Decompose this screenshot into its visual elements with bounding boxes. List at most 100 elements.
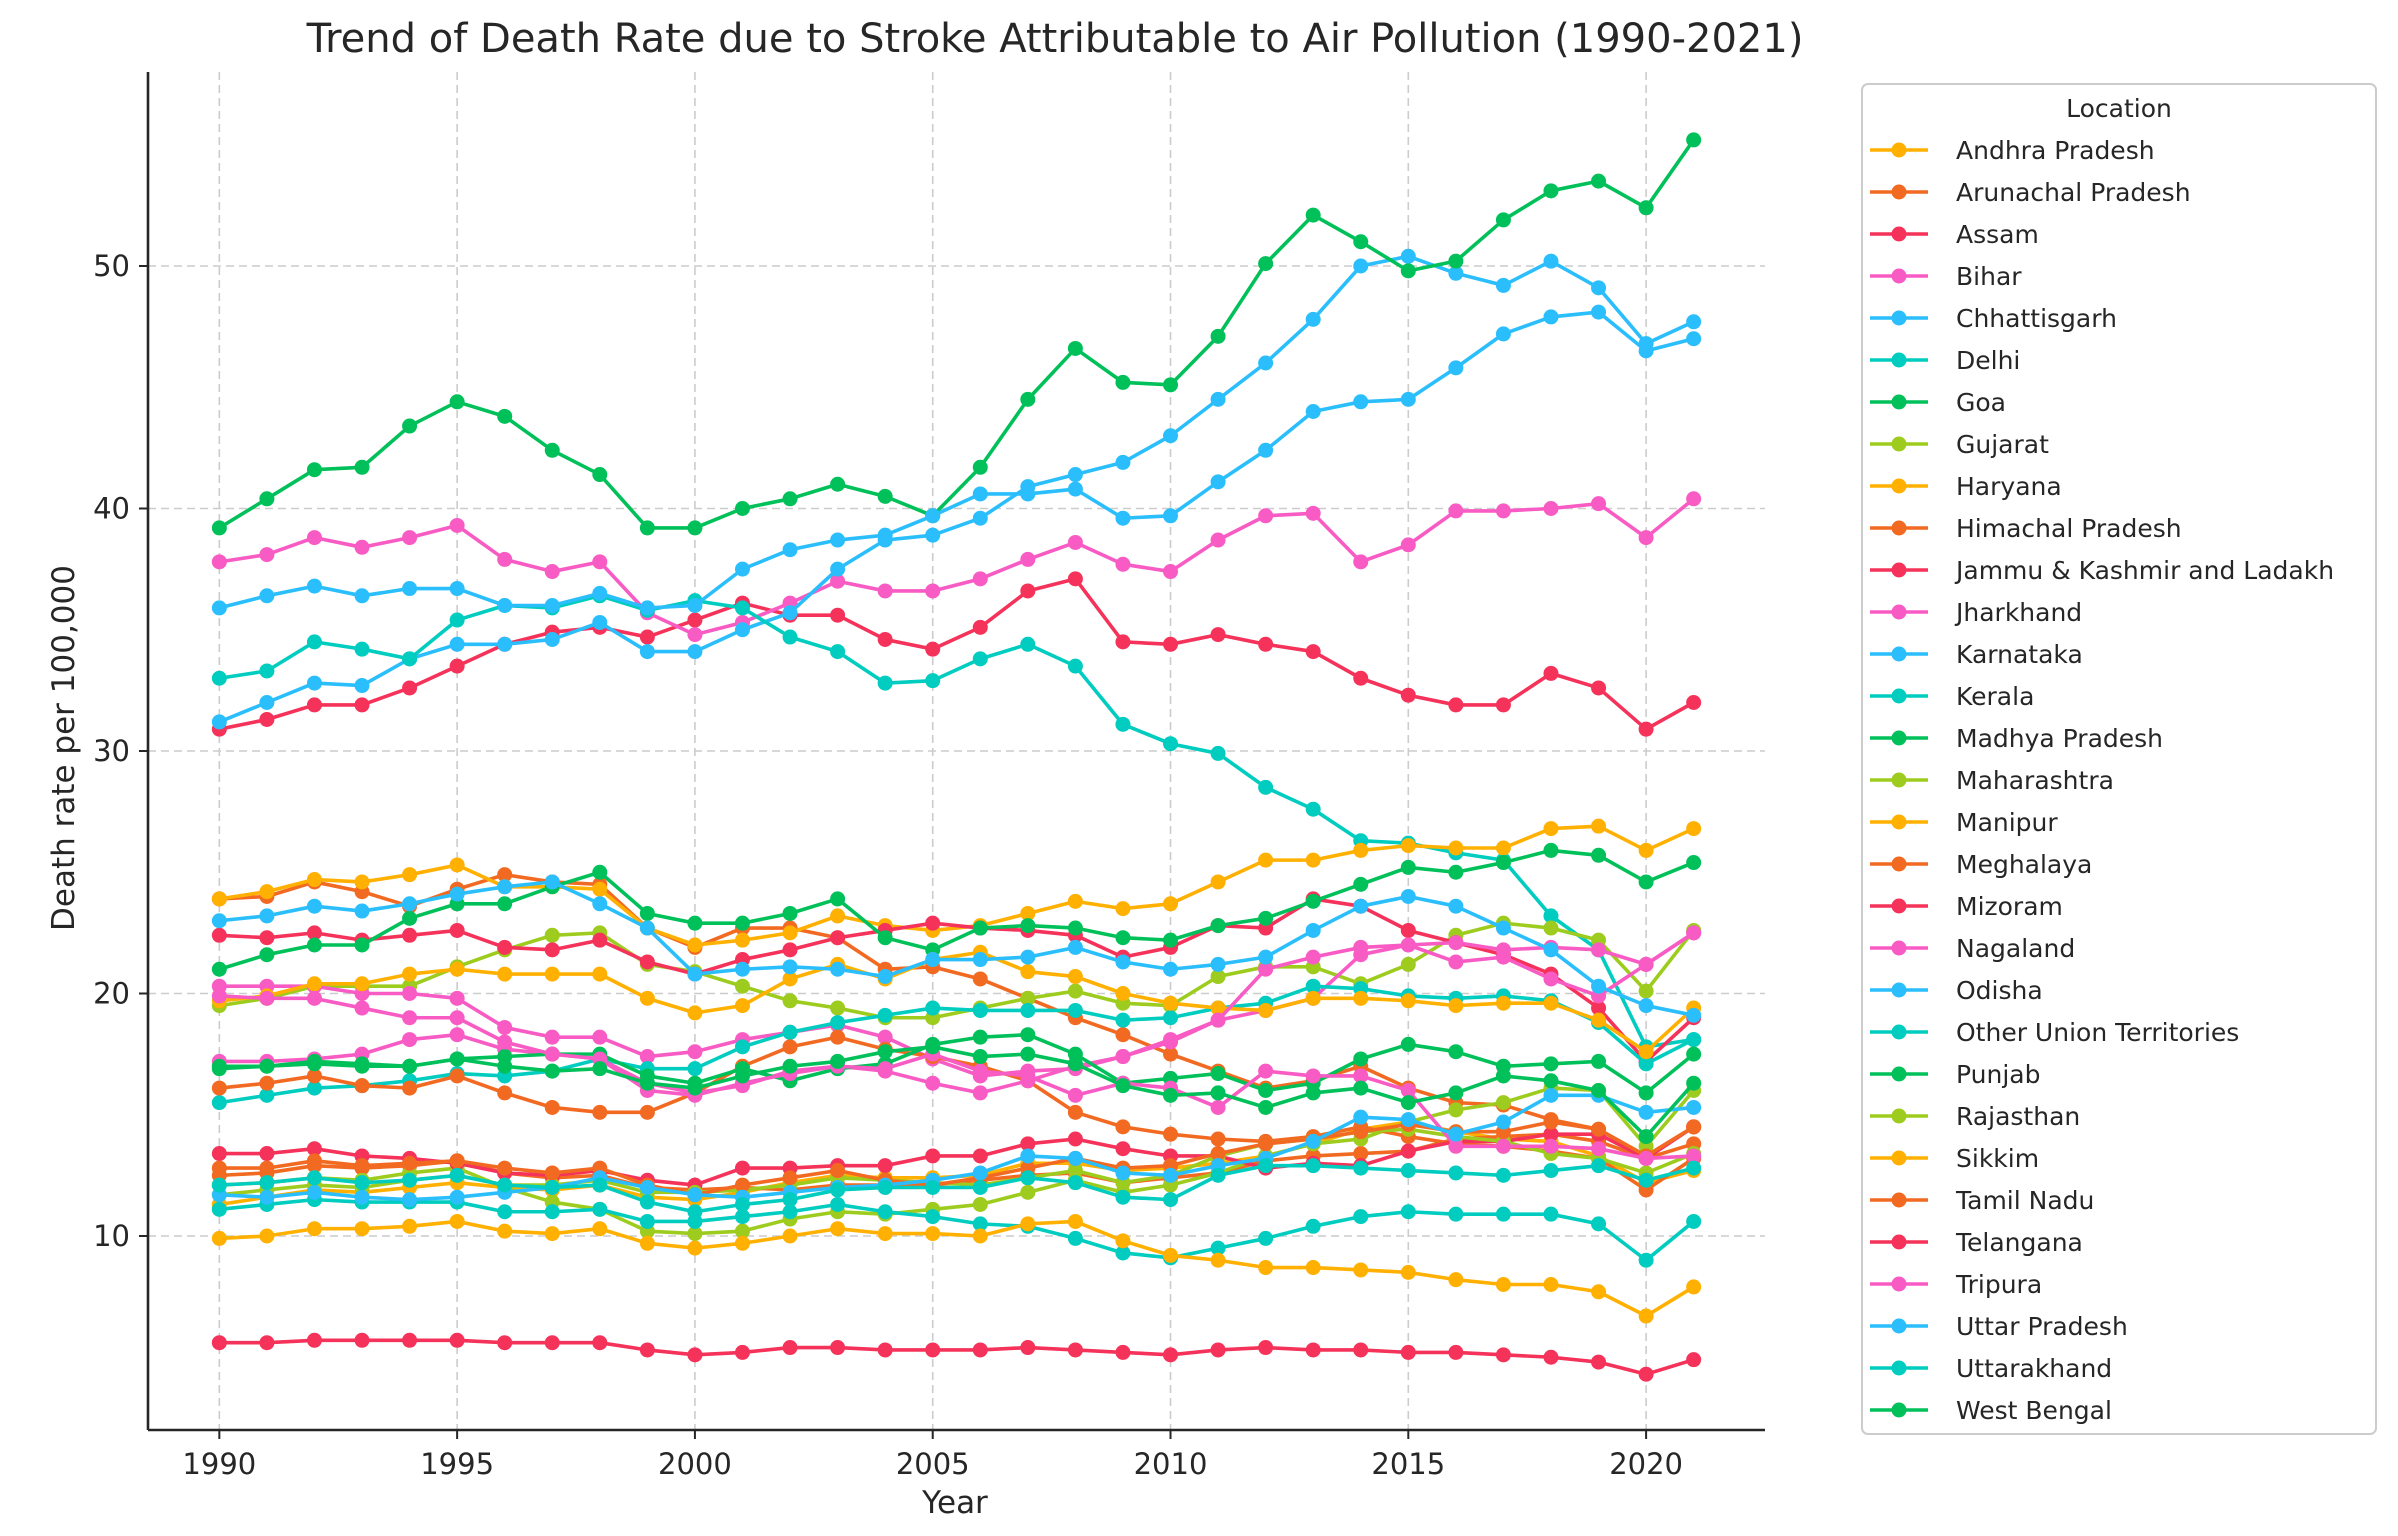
series-line-tripura	[219, 994, 1694, 1161]
data-point-odisha-1990	[211, 913, 227, 929]
data-point-tamil-nadu-1992	[306, 1153, 322, 1169]
data-point-chhattisgarh-1990	[211, 714, 227, 730]
data-point-goa-1995	[449, 394, 465, 410]
data-point-meghalaya-2011	[1210, 1131, 1226, 1147]
data-point-telangana-2019	[1591, 1354, 1607, 1370]
data-point-uttarakhand-2004	[877, 1180, 893, 1195]
data-point-mizoram-2015	[1400, 1143, 1416, 1159]
tick-layer: 1990 1995 2000 2005 2010 2015 2020 10 20 30 40 50	[93, 249, 1683, 1481]
data-point-madhya-pradesh-2017	[1495, 855, 1511, 871]
legend-item-haryana: Haryana	[1870, 472, 2062, 501]
legend-marker-icon	[1891, 1318, 1907, 1334]
data-point-karnataka-2014	[1353, 394, 1369, 410]
data-point-telangana-2004	[877, 1342, 893, 1358]
data-point-west-bengal-1994	[402, 1058, 418, 1074]
data-point-madhya-pradesh-2004	[877, 930, 893, 946]
data-point-bihar-1996	[497, 551, 513, 567]
data-point-nagaland-2006	[972, 1085, 988, 1101]
data-point-kerala-2002	[782, 1024, 798, 1040]
data-point-karnataka-2004	[877, 527, 893, 543]
data-point-delhi-2018	[1543, 908, 1559, 924]
data-point-haryana-1993	[354, 874, 370, 890]
data-point-kerala-2008	[1067, 1002, 1083, 1018]
data-point-uttarakhand-2011	[1210, 1167, 1226, 1183]
data-point-sikkim-2009	[1115, 1233, 1131, 1249]
legend-label: Telangana	[1955, 1228, 2083, 1257]
data-point-west-bengal-2009	[1115, 1078, 1131, 1094]
data-point-bihar-2014	[1353, 554, 1369, 570]
data-point-uttarakhand-2010	[1163, 1192, 1179, 1208]
data-point-karnataka-2007	[1020, 486, 1036, 502]
data-point-telangana-2020	[1638, 1366, 1654, 1382]
series-line-madhya-pradesh	[218, 848, 1695, 971]
data-point-karnataka-2008	[1067, 481, 1083, 497]
data-point-bihar-2010	[1163, 564, 1179, 580]
data-point-odisha-2015	[1400, 889, 1416, 904]
data-point-sikkim-2008	[1067, 1213, 1083, 1229]
data-point-uttar-pradesh-1993	[354, 1189, 370, 1205]
data-point-other-union-territories-2011	[1210, 1240, 1226, 1256]
legend-item-uttar-pradesh: Uttar Pradesh	[1870, 1312, 2128, 1341]
data-point-uttarakhand-2018	[1543, 1163, 1559, 1179]
data-point-haryana-1991	[259, 884, 275, 900]
data-point-meghalaya-1995	[449, 1068, 465, 1084]
legend-label: Arunachal Pradesh	[1956, 178, 2191, 207]
legend-item-rajasthan: Rajasthan	[1870, 1102, 2080, 1131]
data-point-karnataka-1995	[449, 581, 465, 597]
data-point-madhya-pradesh-2006	[972, 920, 988, 936]
data-point-sikkim-1993	[354, 1221, 370, 1237]
data-point-odisha-1997	[544, 874, 560, 890]
data-point-meghalaya-1991	[259, 1075, 275, 1091]
x-tick-label: 1990	[182, 1447, 256, 1481]
data-point-punjab-2019	[1591, 1053, 1607, 1069]
data-point-uttar-pradesh-2018	[1543, 1087, 1559, 1103]
series-kerala	[211, 978, 1702, 1111]
data-point-goa-2018	[1543, 183, 1559, 199]
data-point-goa-2013	[1305, 207, 1321, 223]
data-point-other-union-territories-2019	[1591, 1216, 1607, 1232]
data-point-other-union-territories-2021	[1686, 1213, 1702, 1229]
data-point-west-bengal-2003	[830, 1053, 846, 1069]
data-point-jammu-and-kashmir-and-ladakh-1994	[402, 927, 418, 943]
data-point-odisha-1999	[639, 920, 655, 936]
legend-marker-icon	[1891, 1276, 1907, 1292]
data-point-bihar-2015	[1400, 537, 1416, 553]
legend-marker-icon	[1891, 142, 1907, 158]
data-point-other-union-territories-2018	[1543, 1206, 1559, 1222]
x-tick-label: 2005	[896, 1447, 970, 1481]
data-point-sikkim-2007	[1020, 1216, 1036, 1232]
data-point-sikkim-1991	[259, 1228, 275, 1244]
data-point-meghalaya-2003	[830, 1029, 846, 1045]
legend-frame	[1861, 83, 2377, 1435]
legend-item-maharashtra: Maharashtra	[1870, 766, 2114, 795]
data-point-tamil-nadu-1990	[211, 1160, 227, 1176]
data-point-other-union-territories-2020	[1638, 1252, 1654, 1268]
data-point-delhi-1994	[402, 651, 418, 667]
data-point-madhya-pradesh-2018	[1543, 842, 1559, 858]
data-point-karnataka-2005	[925, 508, 941, 524]
data-point-assam-2005	[925, 641, 941, 657]
data-point-other-union-territories-2013	[1305, 1218, 1321, 1234]
data-point-uttarakhand-2008	[1067, 1175, 1083, 1191]
data-point-jharkhand-2016	[1448, 954, 1464, 970]
data-point-madhya-pradesh-2014	[1353, 876, 1369, 892]
data-point-bihar-2009	[1115, 556, 1131, 572]
data-point-jharkhand-1998	[592, 1029, 608, 1045]
data-point-nagaland-2005	[925, 1075, 941, 1091]
legend-marker-icon	[1891, 856, 1907, 872]
data-point-haryana-1998	[592, 881, 608, 897]
data-point-sikkim-2003	[830, 1221, 846, 1237]
legend-marker-icon	[1891, 772, 1907, 788]
legend-item-manipur: Manipur	[1870, 808, 2058, 837]
data-point-jammu-and-kashmir-and-ladakh-2002	[782, 942, 798, 958]
data-point-karnataka-2001	[734, 561, 750, 577]
data-point-punjab-2012	[1258, 1083, 1274, 1098]
data-point-uttar-pradesh-2013	[1305, 1133, 1321, 1149]
data-point-tripura-1992	[306, 990, 322, 1006]
legend-marker-icon	[1891, 898, 1907, 914]
data-point-telangana-2002	[782, 1340, 798, 1356]
series-telangana	[211, 1332, 1702, 1382]
data-point-chhattisgarh-2010	[1163, 428, 1179, 444]
data-point-uttarakhand-1994	[402, 1172, 418, 1188]
data-point-odisha-2009	[1115, 954, 1131, 970]
